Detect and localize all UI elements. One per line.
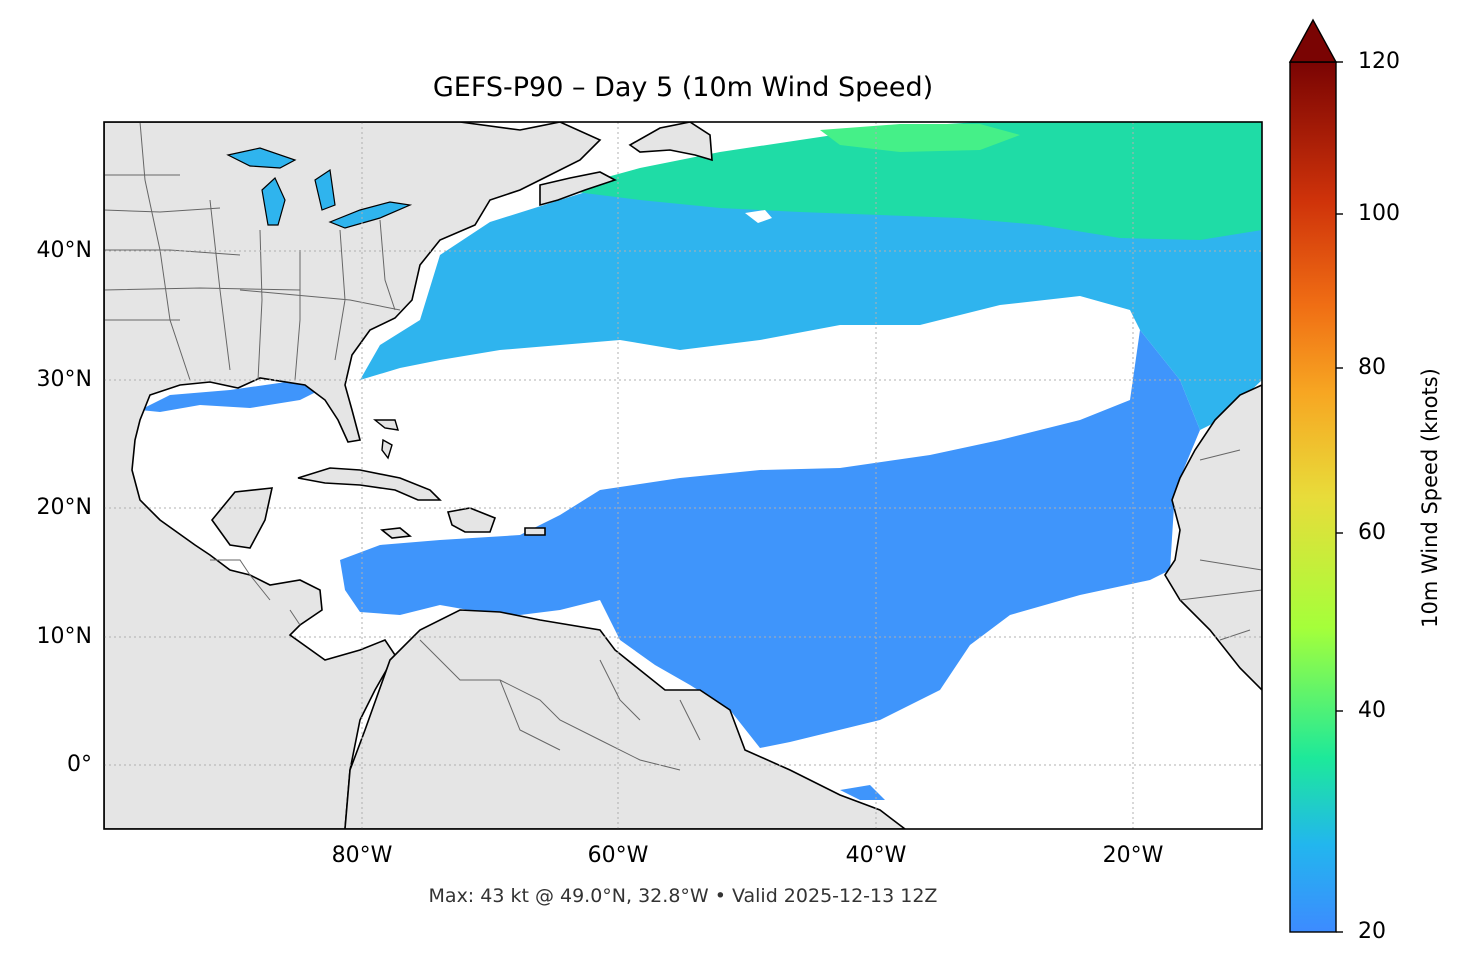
colorbar-tick-120: 120 — [1358, 49, 1400, 74]
wind-field-south — [340, 330, 1200, 748]
max-caption: Max: 43 kt @ 49.0°N, 32.8°W • Valid 2025… — [428, 885, 938, 907]
colorbar-ticks — [1336, 61, 1343, 933]
nova-scotia — [539, 171, 618, 207]
lat-label-30n: 30°N — [36, 367, 92, 392]
lat-label-0: 0° — [67, 752, 92, 777]
wind-field-north-strong — [560, 122, 1262, 240]
colorbar-tick-100: 100 — [1358, 201, 1400, 226]
bahamas — [373, 419, 399, 460]
yucatan — [210, 487, 274, 549]
wind-field-north-max — [820, 124, 1020, 152]
great-lakes — [226, 147, 413, 229]
jamaica — [379, 527, 413, 539]
lon-label-60w: 60°W — [587, 843, 649, 868]
lat-label-40n: 40°N — [36, 238, 92, 263]
map-title: GEFS-P90 – Day 5 (10m Wind Speed) — [432, 72, 934, 103]
lon-label-80w: 80°W — [331, 843, 393, 868]
admin-borders — [104, 122, 1262, 771]
lat-label-20n: 20°N — [36, 495, 92, 520]
colorbar-tick-40: 40 — [1358, 698, 1386, 723]
lat-label-10n: 10°N — [36, 624, 92, 649]
gridlines — [104, 122, 1262, 829]
cuba — [297, 467, 442, 501]
lon-label-40w: 40°W — [845, 843, 907, 868]
north-america-land — [104, 122, 602, 829]
colorbar — [1289, 61, 1337, 933]
south-america-land — [344, 609, 907, 829]
newfoundland — [628, 122, 713, 162]
africa-land — [1164, 384, 1262, 692]
colorbar-tick-60: 60 — [1358, 520, 1386, 545]
lon-label-20w: 20°W — [1102, 843, 1164, 868]
colorbar-tick-80: 80 — [1358, 355, 1386, 380]
colorbar-label: 10m Wind Speed (knots) — [1418, 368, 1442, 628]
wind-field-west-gulf — [140, 380, 320, 412]
puerto-rico — [524, 527, 546, 536]
colorbar-extend-arrow — [1288, 18, 1338, 63]
colorbar-tick-20: 20 — [1358, 919, 1386, 944]
map-frame — [103, 121, 1263, 830]
wind-field-south-atlantic — [840, 785, 885, 800]
calm-area — [745, 210, 772, 223]
